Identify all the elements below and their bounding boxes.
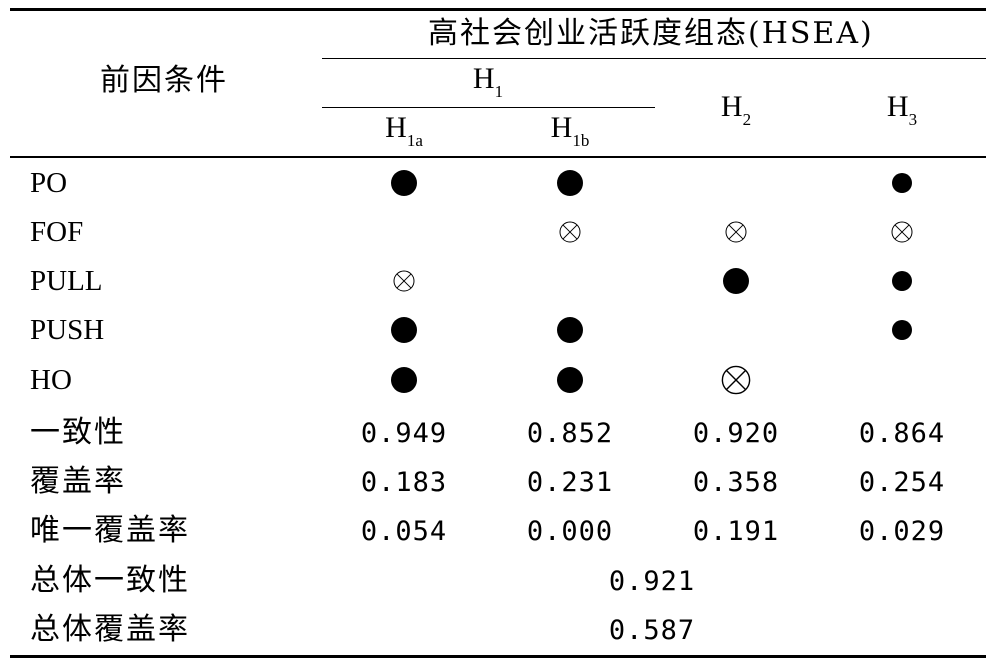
total-label: 总体一致性 bbox=[30, 563, 190, 598]
first-column-header: 前因条件 bbox=[100, 63, 228, 98]
core-present-dot-icon bbox=[391, 367, 417, 393]
peripheral-absent-cross-icon bbox=[891, 221, 913, 243]
total-value: 0.921 bbox=[608, 566, 696, 597]
peripheral-absent-cross-icon bbox=[393, 270, 415, 292]
metric-value: 0.054 bbox=[360, 516, 448, 547]
metric-value: 0.000 bbox=[526, 516, 614, 547]
title-underline bbox=[322, 58, 986, 59]
header-bottom-rule bbox=[10, 156, 986, 158]
peripheral-absent-cross-icon bbox=[725, 221, 747, 243]
metric-value: 0.852 bbox=[526, 418, 614, 449]
bottom-rule bbox=[10, 655, 986, 658]
metric-value: 0.358 bbox=[692, 467, 780, 498]
metric-value: 0.949 bbox=[360, 418, 448, 449]
peripheral-present-dot-icon bbox=[892, 271, 912, 291]
condition-label: PUSH bbox=[30, 314, 105, 346]
metric-value: 0.864 bbox=[858, 418, 946, 449]
metric-value: 0.231 bbox=[526, 467, 614, 498]
peripheral-present-dot-icon bbox=[892, 320, 912, 340]
metric-value: 0.029 bbox=[858, 516, 946, 547]
core-present-dot-icon bbox=[557, 317, 583, 343]
table-title: 高社会创业活跃度组态(HSEA) bbox=[428, 16, 874, 51]
header-h3: H3 bbox=[886, 90, 918, 129]
peripheral-present-dot-icon bbox=[892, 173, 912, 193]
condition-label: FOF bbox=[30, 216, 84, 248]
condition-label: HO bbox=[30, 364, 72, 396]
core-present-dot-icon bbox=[557, 170, 583, 196]
condition-label: PO bbox=[30, 167, 68, 199]
core-present-dot-icon bbox=[391, 170, 417, 196]
metric-label: 覆盖率 bbox=[30, 464, 126, 499]
core-present-dot-icon bbox=[557, 367, 583, 393]
metric-label: 唯一覆盖率 bbox=[30, 513, 190, 548]
condition-label: PULL bbox=[30, 265, 103, 297]
header-h1b: H1b bbox=[550, 111, 590, 150]
metric-label: 一致性 bbox=[30, 415, 126, 450]
metric-value: 0.920 bbox=[692, 418, 780, 449]
metric-value: 0.191 bbox=[692, 516, 780, 547]
metric-value: 0.254 bbox=[858, 467, 946, 498]
header-h1: H1 bbox=[472, 62, 504, 101]
core-absent-cross-icon bbox=[721, 365, 751, 395]
metric-value: 0.183 bbox=[360, 467, 448, 498]
core-present-dot-icon bbox=[723, 268, 749, 294]
total-label: 总体覆盖率 bbox=[30, 612, 190, 647]
top-rule bbox=[10, 8, 986, 11]
header-h1a: H1a bbox=[385, 111, 423, 150]
h1-underline bbox=[322, 107, 655, 108]
header-h2: H2 bbox=[720, 90, 752, 129]
peripheral-absent-cross-icon bbox=[559, 221, 581, 243]
core-present-dot-icon bbox=[391, 317, 417, 343]
total-value: 0.587 bbox=[608, 615, 696, 646]
